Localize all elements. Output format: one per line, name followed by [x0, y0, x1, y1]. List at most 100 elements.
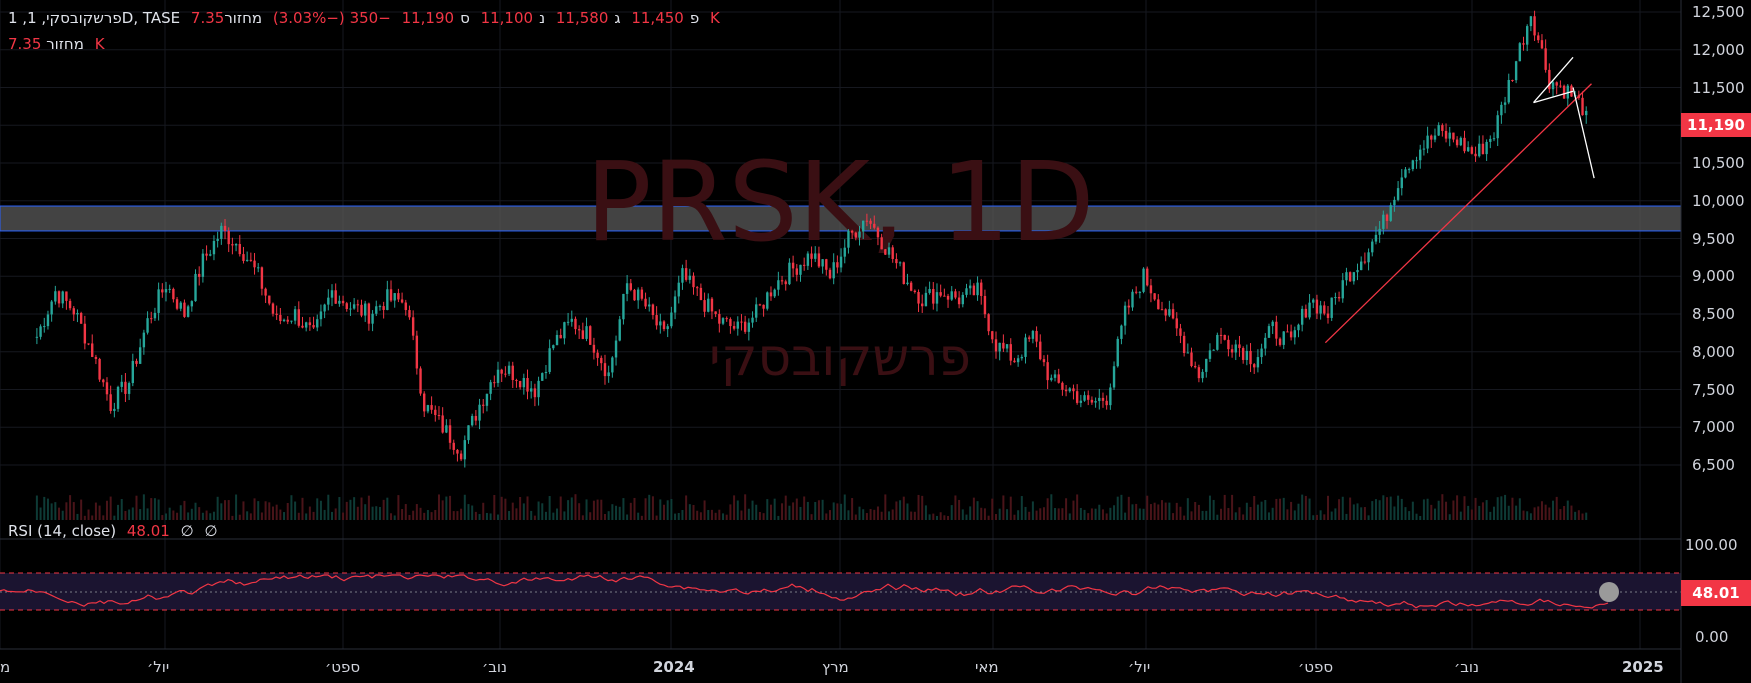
volume-bar [924, 505, 927, 520]
candle-body [736, 321, 739, 329]
candle-body [209, 254, 212, 256]
volume-bar [441, 500, 444, 520]
candle-body [725, 318, 728, 320]
volume-legend-label[interactable]: מחזור [46, 35, 84, 53]
volume-bar [1065, 498, 1068, 520]
candle-body [1256, 357, 1260, 368]
volume-bar [603, 513, 606, 520]
volume-bar [1555, 496, 1558, 520]
candle-body [1245, 350, 1249, 360]
candle-body [718, 314, 721, 324]
volume-bar [172, 510, 175, 520]
volume-bar [972, 497, 975, 520]
candle-body [1426, 135, 1429, 149]
volume-bar [50, 503, 53, 520]
volume-bar [899, 500, 902, 520]
volume-bar [449, 495, 452, 520]
candle-body [729, 319, 732, 327]
volume-bar [902, 496, 905, 520]
candle-body [212, 241, 216, 255]
candle-body [1315, 299, 1319, 314]
candle-body [909, 282, 913, 291]
volume-bar [474, 511, 477, 520]
volume-bar [1046, 498, 1049, 520]
volume-bar [526, 496, 529, 520]
candle-body [1120, 325, 1123, 339]
volume-bar [386, 497, 389, 520]
candle-body [1157, 299, 1160, 310]
candle-body [404, 302, 407, 311]
candle-body [957, 297, 961, 305]
candle-body [710, 298, 714, 312]
candle-body [146, 318, 149, 333]
candle-body [1105, 400, 1108, 406]
volume-label: מחזור [224, 9, 263, 27]
candle-body [161, 289, 164, 293]
candle-body [1337, 297, 1341, 299]
volume-bar [947, 515, 950, 520]
volume-bar [39, 507, 42, 520]
volume-bar [1267, 512, 1270, 520]
volume-bar [773, 498, 776, 520]
projection-line [1572, 87, 1595, 179]
volume-bar [290, 495, 293, 520]
drawings[interactable] [1324, 56, 1595, 344]
candle-body [271, 303, 275, 314]
volume-bar [153, 498, 156, 520]
candle-body [577, 329, 581, 331]
candle-body [1566, 85, 1569, 99]
candle-body [1300, 308, 1304, 325]
candle-body [1164, 309, 1167, 316]
volume-bar [113, 515, 116, 520]
candle-body [1123, 305, 1127, 326]
candle-body [257, 267, 260, 269]
candle-body [87, 343, 90, 345]
volume-bar [1459, 511, 1462, 520]
volume-bar [891, 509, 894, 520]
volume-bar [552, 512, 555, 520]
volume-bar [519, 496, 522, 520]
volume-bar [1197, 504, 1200, 520]
candle-body [415, 335, 419, 369]
rsi-extra-2: ∅ [204, 522, 218, 540]
volume-bar [592, 500, 595, 520]
volume-bar [371, 506, 374, 520]
candle-body [426, 405, 430, 412]
candle-body [1138, 291, 1142, 293]
volume-bar [1256, 504, 1259, 520]
candle-body [644, 298, 647, 307]
volume-bar [1327, 495, 1329, 520]
candle-body [1481, 143, 1485, 155]
volume-bar [1522, 510, 1525, 520]
rsi-label[interactable]: RSI (14, close) [8, 522, 117, 540]
volume-bar [1149, 504, 1152, 520]
candle-body [651, 304, 655, 316]
candle-body [308, 322, 312, 326]
volume-bar [268, 502, 271, 520]
volume-bar [722, 513, 725, 520]
candle-body [297, 309, 300, 326]
candle-body [1024, 337, 1027, 357]
symbol-line[interactable]: 1 ,פרשקובסקי, 1D, TASE [8, 9, 181, 27]
candle-body [190, 301, 194, 307]
candle-body [633, 289, 636, 301]
volume-bar [1334, 508, 1337, 520]
volume-bar [279, 509, 282, 520]
volume-bar [390, 513, 393, 520]
candle-body [1212, 349, 1215, 351]
candle-body [932, 288, 935, 304]
candle-body [57, 291, 61, 304]
rsi-cursor-dot[interactable] [1599, 582, 1619, 602]
candle-body [1371, 241, 1374, 253]
candle-body [1039, 341, 1042, 360]
candle-body [194, 273, 197, 302]
volume-bar [876, 506, 879, 520]
candle-body [839, 256, 843, 268]
volume-bar [718, 509, 721, 520]
volume-bar [581, 515, 584, 520]
volume-bar [460, 508, 463, 520]
candle-body [1020, 356, 1024, 359]
candle-body [1334, 297, 1337, 299]
volume-bar [829, 510, 831, 520]
